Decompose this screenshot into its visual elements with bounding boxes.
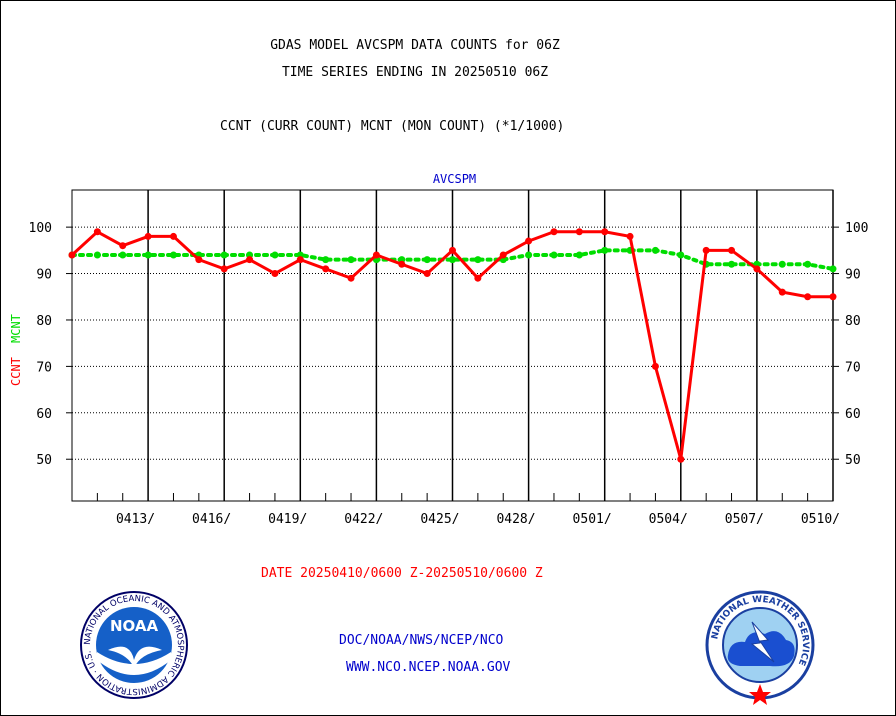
noaa-logo[interactable]: NATIONAL OCEANIC AND ATMOSPHERIC ADMINIS…	[0, 0, 188, 699]
x-tick-label: 0507/	[725, 512, 764, 527]
data-point-ccnt	[550, 228, 558, 236]
data-point-ccnt	[677, 455, 685, 463]
data-point-mcnt	[575, 251, 583, 259]
noaa-logo-text: NOAA	[110, 617, 159, 635]
data-point-ccnt	[169, 232, 177, 240]
data-point-mcnt	[804, 260, 812, 268]
data-point-ccnt	[829, 293, 837, 301]
label-layer: 50 50 60 60 70 70 80 80 90 90 100 100 0413/0416/0419…	[9, 172, 868, 527]
y-tick-label-left: 100	[29, 221, 52, 236]
data-point-mcnt	[322, 256, 330, 264]
y-tick-label-right: 50	[845, 453, 861, 468]
x-tick-label: 0501/	[573, 512, 612, 527]
data-point-mcnt	[423, 256, 431, 264]
y-axis-label-ccnt: CCNT	[9, 357, 23, 386]
y-tick-label-right: 90	[845, 268, 861, 283]
data-point-ccnt	[525, 237, 533, 245]
y-tick-label-right: 70	[845, 360, 861, 375]
nws-logo[interactable]: NATIONAL WEATHER SERVICE	[705, 590, 815, 705]
data-point-mcnt	[449, 256, 456, 264]
x-tick-label: 0419/	[268, 512, 307, 527]
data-point-ccnt	[398, 260, 406, 268]
data-point-ccnt	[753, 265, 761, 273]
x-tick-label: 0413/	[116, 512, 155, 527]
chart-title-line-1: GDAS MODEL AVCSPM DATA COUNTS for 06Z	[270, 38, 560, 53]
data-point-mcnt	[550, 251, 558, 259]
x-tick-label: 0425/	[420, 512, 459, 527]
y-tick-label-right: 60	[845, 407, 861, 422]
y-tick-label-right: 80	[845, 314, 861, 329]
data-point-mcnt	[93, 251, 101, 259]
y-tick-label-left: 50	[36, 453, 52, 468]
x-tick-label: 0422/	[344, 512, 383, 527]
data-point-mcnt	[778, 260, 786, 268]
data-point-mcnt	[220, 251, 228, 259]
footer-link-doc[interactable]: DOC/NOAA/NWS/NCEP/NCO	[339, 633, 504, 648]
data-point-mcnt	[347, 256, 355, 264]
data-point-mcnt	[144, 251, 152, 259]
series-layer	[68, 228, 837, 463]
chart-title-line-2: TIME SERIES ENDING IN 20250510 06Z	[281, 65, 549, 80]
data-point-mcnt	[169, 251, 177, 259]
plot-area	[71, 189, 834, 502]
noaa-ring-text: NATIONAL OCEANIC AND ATMOSPHERIC ADMINIS…	[0, 0, 185, 696]
x-tick-label: 0428/	[496, 512, 535, 527]
data-point-ccnt	[246, 256, 254, 264]
data-point-mcnt	[119, 251, 127, 259]
data-point-ccnt	[728, 246, 736, 254]
data-point-mcnt	[728, 260, 736, 268]
data-point-ccnt	[119, 242, 127, 250]
data-point-ccnt	[702, 246, 710, 254]
data-point-ccnt	[144, 232, 152, 240]
data-point-ccnt	[651, 362, 659, 370]
data-point-ccnt	[271, 270, 279, 278]
data-point-mcnt	[271, 251, 279, 259]
data-point-ccnt	[296, 256, 304, 264]
x-tick-label: 0504/	[649, 512, 688, 527]
data-point-ccnt	[195, 256, 203, 264]
data-point-ccnt	[601, 228, 609, 236]
data-point-ccnt	[778, 288, 786, 296]
data-point-ccnt	[347, 274, 355, 282]
y-tick-label-left: 60	[36, 407, 52, 422]
chart-subtitle: CCNT (CURR COUNT) MCNT (MON COUNT) (*1/1…	[220, 119, 565, 134]
data-point-mcnt	[474, 256, 482, 264]
data-point-ccnt	[626, 232, 634, 240]
y-tick-label-left: 90	[36, 268, 52, 283]
axis-layer	[66, 189, 839, 502]
data-point-mcnt	[829, 265, 837, 273]
data-point-ccnt	[68, 251, 76, 259]
data-point-ccnt	[575, 228, 583, 236]
x-tick-label: 0510/	[801, 512, 840, 527]
data-point-ccnt	[372, 251, 380, 259]
y-tick-label-left: 70	[36, 360, 52, 375]
data-point-ccnt	[499, 251, 507, 259]
data-point-ccnt	[322, 265, 330, 273]
date-range-label: DATE 20250410/0600 Z-20250510/0600 Z	[261, 566, 543, 581]
x-tick-label: 0416/	[192, 512, 231, 527]
footer-link-www[interactable]: WWW.NCO.NCEP.NOAA.GOV	[346, 660, 511, 675]
y-tick-label-left: 80	[36, 314, 52, 329]
data-point-ccnt	[804, 293, 812, 301]
data-point-ccnt	[423, 270, 431, 278]
data-point-mcnt	[677, 251, 685, 259]
data-point-mcnt	[601, 246, 609, 254]
y-tick-label-right: 100	[845, 221, 868, 236]
data-point-ccnt	[93, 228, 101, 236]
chart-title: AVCSPM	[433, 172, 476, 186]
y-axis-label-mcnt: MCNT	[9, 314, 23, 343]
data-point-ccnt	[449, 246, 456, 254]
data-point-mcnt	[651, 246, 659, 254]
data-point-ccnt	[220, 265, 228, 273]
data-point-ccnt	[474, 274, 482, 282]
data-point-mcnt	[525, 251, 533, 259]
